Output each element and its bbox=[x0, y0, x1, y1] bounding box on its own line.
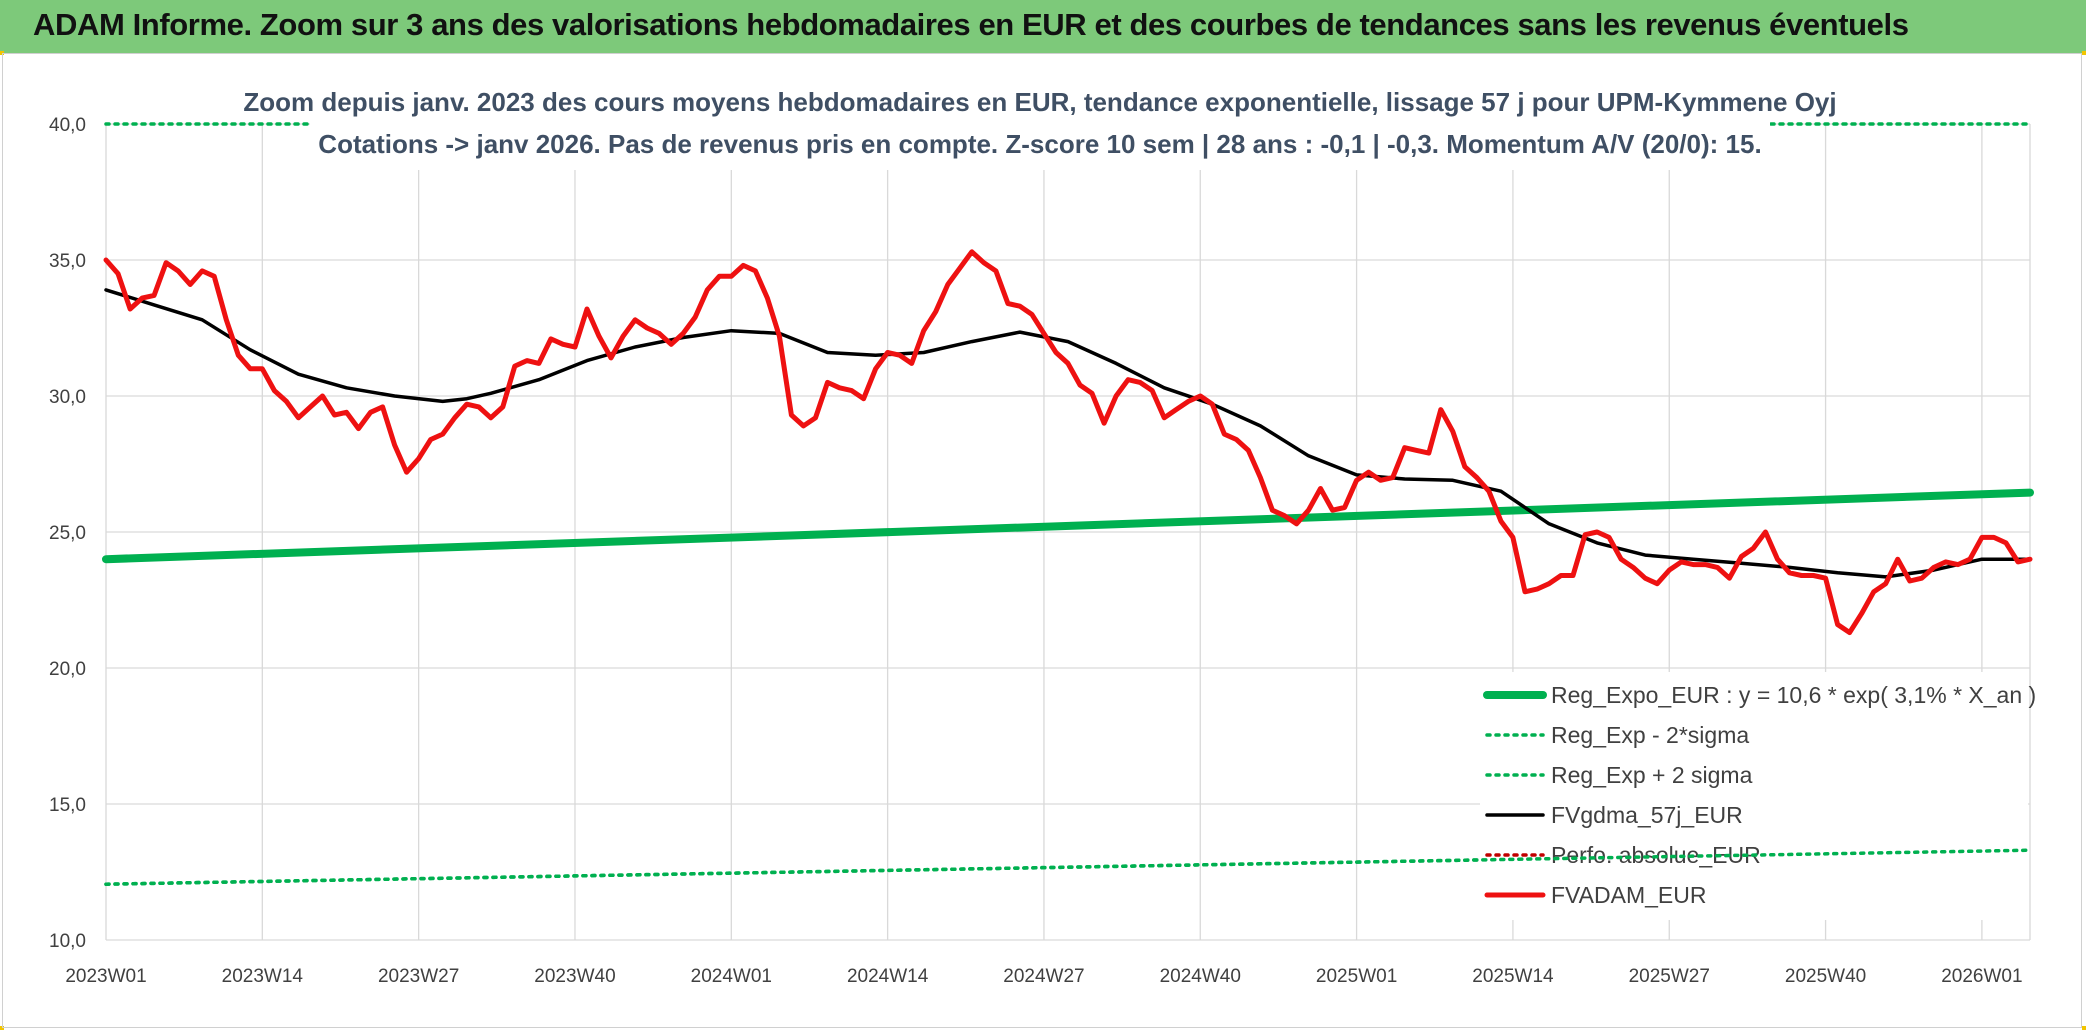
y-tick-label: 15,0 bbox=[49, 795, 86, 816]
axis-ticks: 10,0 15,0 20,0 25,0 30,0 35,0 40,0 2023W01 2023W… bbox=[49, 115, 2023, 987]
chart-frame bbox=[2, 53, 2082, 1028]
x-tick-label: 2026W01 bbox=[1941, 966, 2022, 987]
x-tick-label: 2025W27 bbox=[1629, 966, 1710, 987]
legend-label: Reg_Exp + 2 sigma bbox=[1551, 762, 1753, 788]
gridlines bbox=[105, 123, 2031, 941]
x-tick-label: 2024W27 bbox=[1003, 966, 1084, 987]
corner-marker bbox=[2082, 1026, 2086, 1030]
series-line-reg_expo_eur bbox=[102, 488, 2034, 564]
y-tick-label: 40,0 bbox=[49, 115, 86, 136]
series-line-fvadam_eur bbox=[103, 249, 2033, 636]
x-tick-label: 2025W40 bbox=[1785, 966, 1866, 987]
x-tick-label: 2024W40 bbox=[1160, 966, 1241, 987]
title-background bbox=[310, 80, 1770, 170]
page-title: ADAM Informe. Zoom sur 3 ans des valoris… bbox=[33, 7, 1909, 42]
x-tick-label: 2024W01 bbox=[691, 966, 772, 987]
y-tick-label: 25,0 bbox=[49, 523, 86, 544]
x-tick-label: 2023W01 bbox=[65, 966, 146, 987]
corner-marker bbox=[2082, 51, 2086, 55]
y-tick-label: 35,0 bbox=[49, 251, 86, 272]
legend-background bbox=[1480, 672, 2028, 920]
chart-title-line1: Zoom depuis janv. 2023 des cours moyens … bbox=[243, 87, 1836, 117]
x-tick-label: 2023W40 bbox=[534, 966, 615, 987]
x-tick-label: 2023W27 bbox=[378, 966, 459, 987]
y-tick-label: 10,0 bbox=[49, 931, 86, 952]
chart-title-line2: Cotations -> janv 2026. Pas de revenus p… bbox=[318, 129, 1761, 159]
legend-label: FVADAM_EUR bbox=[1551, 882, 1707, 908]
legend-label: FVgdma_57j_EUR bbox=[1551, 802, 1743, 828]
x-tick-label: 2024W14 bbox=[847, 966, 929, 987]
x-tick-label: 2023W14 bbox=[222, 966, 304, 987]
corner-marker bbox=[0, 1026, 4, 1030]
y-tick-label: 20,0 bbox=[49, 659, 86, 680]
x-tick-label: 2025W01 bbox=[1316, 966, 1397, 987]
y-tick-label: 30,0 bbox=[49, 387, 86, 408]
x-tick-label: 2025W14 bbox=[1472, 966, 1554, 987]
legend-label: Reg_Exp - 2*sigma bbox=[1551, 722, 1749, 748]
header-banner: ADAM Informe. Zoom sur 3 ans des valoris… bbox=[0, 0, 2086, 53]
series-line-lower-overlay bbox=[104, 848, 2032, 886]
legend: Reg_Expo_EUR : y = 10,6 * exp( 3,1% * X_… bbox=[104, 672, 2036, 920]
legend-label: Reg_Expo_EUR : y = 10,6 * exp( 3,1% * X_… bbox=[1551, 682, 2036, 708]
series-line-fvgdma_57j_eur bbox=[104, 288, 2032, 579]
